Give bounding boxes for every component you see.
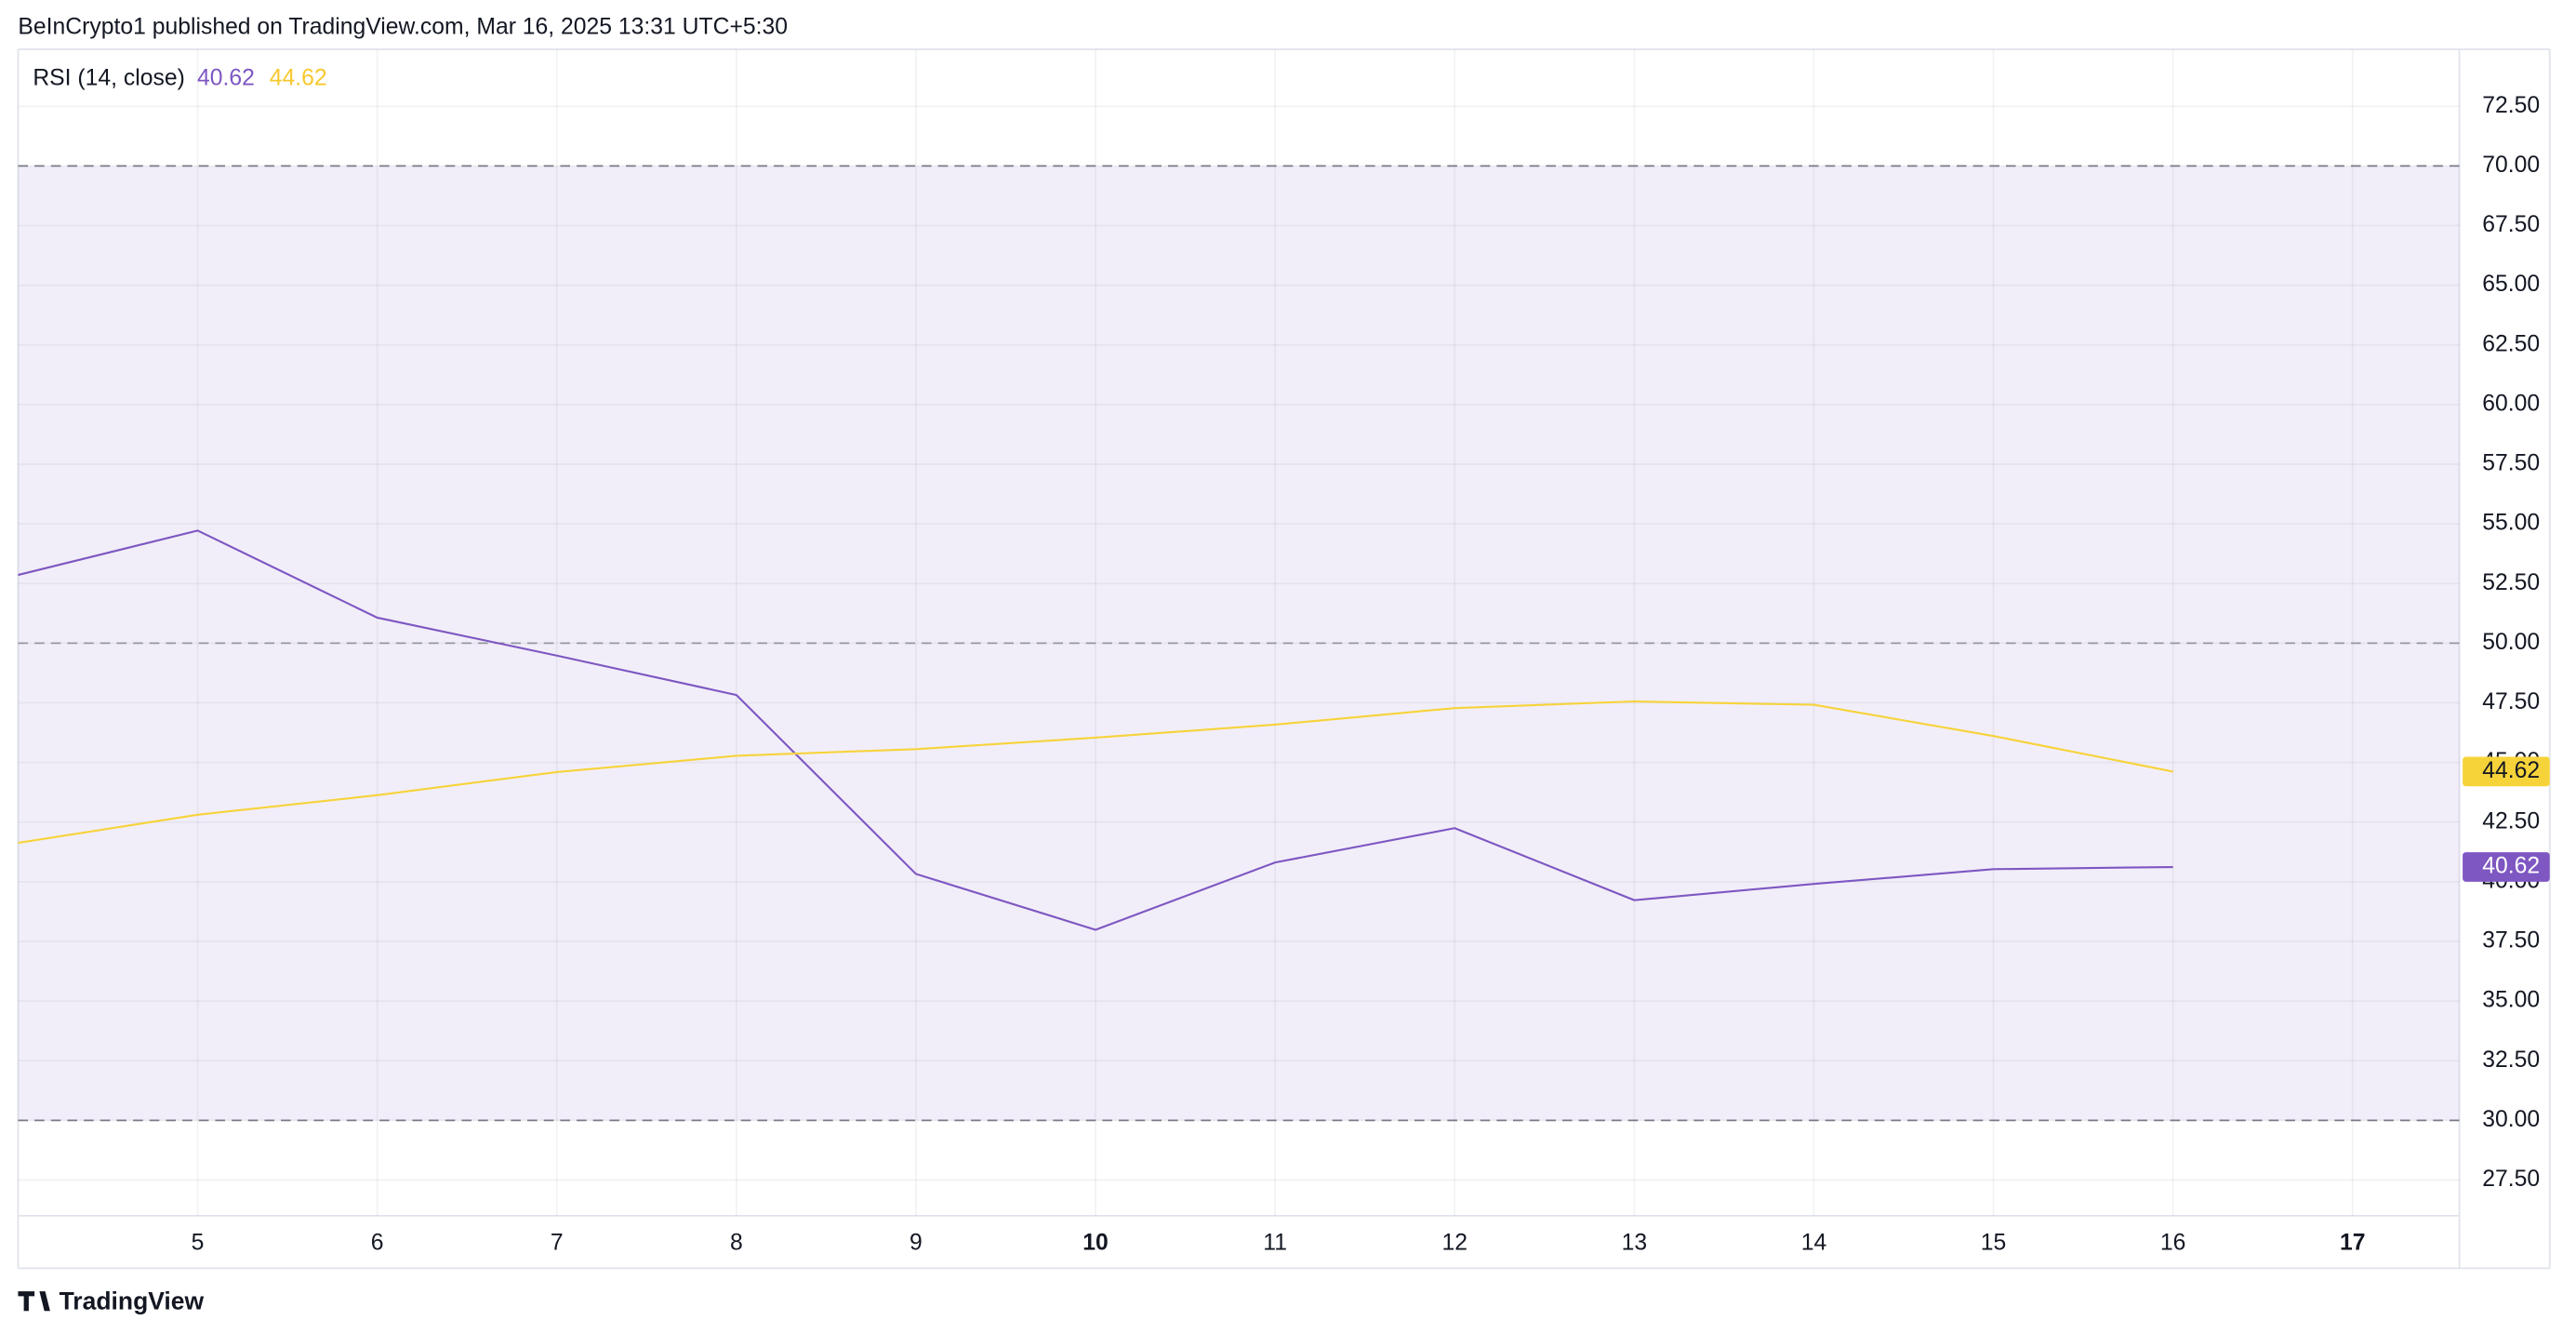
y-tick-label: 60.00: [2482, 391, 2540, 416]
price-label-box: [2463, 756, 2550, 787]
y-tick-label: 70.00: [2482, 153, 2540, 178]
y-tick-label: 30.00: [2482, 1107, 2540, 1132]
y-tick-label: 65.00: [2482, 272, 2540, 297]
y-tick-label: 55.00: [2482, 511, 2540, 536]
series-line: [18, 529, 2173, 931]
y-tick-label: 42.50: [2482, 808, 2540, 834]
legend-title: RSI (14, close): [33, 65, 185, 90]
legend-value: 44.62: [270, 65, 327, 90]
y-tick-label: 35.00: [2482, 988, 2540, 1013]
x-tick-label: 5: [192, 1230, 205, 1255]
x-tick-label: 13: [1622, 1230, 1648, 1255]
price-label: 40.62: [2482, 854, 2540, 879]
y-tick-label: 72.50: [2482, 93, 2540, 118]
series-line: [18, 700, 2173, 845]
x-tick-label: 6: [371, 1230, 384, 1255]
x-tick-label: 8: [730, 1230, 743, 1255]
x-tick-label: 14: [1801, 1230, 1827, 1255]
y-tick-label: 52.50: [2482, 570, 2540, 595]
y-tick-label: 37.50: [2482, 928, 2540, 954]
y-tick-label: 32.50: [2482, 1047, 2540, 1073]
y-tick-label: 67.50: [2482, 212, 2540, 237]
x-tick-label: 17: [2340, 1230, 2366, 1255]
legend-value: 40.62: [197, 65, 255, 90]
y-tick-label: 50.00: [2482, 630, 2540, 655]
y-tick-label: 27.50: [2482, 1167, 2540, 1192]
x-tick-label: 10: [1082, 1230, 1109, 1255]
x-tick-label: 12: [1441, 1230, 1467, 1255]
x-tick-label: 11: [1263, 1230, 1287, 1255]
x-tick-label: 16: [2160, 1230, 2186, 1255]
plot: 27.5030.0032.5035.0037.5040.0042.5045.00…: [18, 48, 2550, 1255]
price-label: 44.62: [2482, 758, 2540, 783]
price-label-box: [2463, 852, 2550, 882]
y-tick-label: 57.50: [2482, 451, 2540, 476]
y-tick-label: 62.50: [2482, 331, 2540, 356]
x-tick-label: 9: [910, 1230, 923, 1255]
header: BeInCrypto1 published on TradingView.com…: [18, 15, 788, 40]
x-tick-label: 7: [551, 1230, 564, 1255]
logo: TradingView: [18, 1287, 205, 1314]
x-tick-label: 15: [1981, 1230, 2007, 1255]
footer: TradingView: [60, 1287, 205, 1314]
y-tick-label: 47.50: [2482, 689, 2540, 714]
